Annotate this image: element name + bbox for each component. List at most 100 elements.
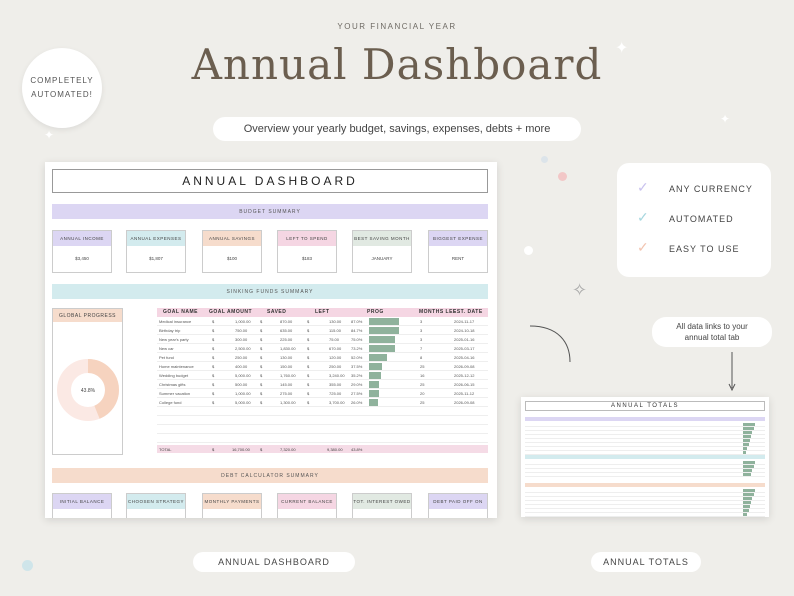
cell-goal: 300.00: [235, 337, 248, 342]
currency-symbol: $: [260, 364, 263, 369]
cell-goal: 1,000.00: [235, 319, 251, 324]
cell-date: 2024-10-18: [454, 328, 475, 333]
budget-card-value: $183: [301, 256, 312, 261]
totals-progress-bar: [743, 465, 754, 468]
table-row: [157, 407, 488, 416]
totals-progress-bar: [743, 447, 748, 450]
table-row: $ $ $ Summer vacation 1,000.00 275.00 725.00 27…: [157, 389, 488, 398]
cell-goal: 400.00: [235, 364, 248, 369]
cell-goal: 1,000.00: [235, 391, 251, 396]
totals-row: [525, 469, 765, 473]
sparkle-icon: ✦: [44, 128, 55, 142]
cell-pct: 84.7%: [351, 328, 363, 333]
cell-date: 2025-04-16: [454, 355, 475, 360]
progress-bar: [369, 399, 379, 406]
currency-symbol: $: [260, 319, 263, 324]
totals-row: [525, 447, 765, 451]
table-row: $ $ $ Pet fund 250.00 130.00 120.00 52.0% 8 2025-…: [157, 353, 488, 362]
cell-left: 725.00: [329, 391, 342, 396]
cell-date: 2025-11-12: [454, 391, 475, 396]
currency-symbol: $: [212, 346, 215, 351]
cell-left: 3,240.00: [329, 373, 345, 378]
budget-card: BIGGEST EXPENSE RENT: [428, 230, 488, 273]
debt-card-label: TOT. INTEREST OWED: [353, 494, 411, 509]
totals-row: [525, 461, 765, 465]
totals-section-header: [525, 483, 765, 487]
budget-card: BEST SAVING MONTH JANUARY: [352, 230, 412, 273]
table-total-row: TOTAL $ 16,700.00 $ 7,320.00 9,380.00 43…: [157, 445, 488, 453]
budget-card-value: $100: [226, 256, 237, 261]
totals-progress-bar: [743, 435, 752, 438]
cell-goal: 5,000.00: [235, 400, 251, 405]
cell-date: 2026-09-08: [454, 400, 475, 405]
totals-row: [525, 451, 765, 455]
sinking-funds-band: SINKING FUNDS SUMMARY: [52, 284, 488, 299]
budget-card-label: LEFT TO SPEND: [278, 231, 336, 246]
cell-left: 75.00: [329, 337, 340, 342]
cell-name: Pet fund: [159, 355, 174, 360]
cell-date: 2024-11-17: [454, 319, 475, 324]
cell-name: Medical insurance: [159, 319, 192, 324]
global-progress-label: GLOBAL PROGRESS: [53, 309, 122, 322]
totals-title: ANNUAL TOTALS: [525, 401, 765, 411]
cell-months: 8: [420, 355, 423, 360]
features-card: ✓ ANY CURRENCY ✓ AUTOMATED ✓ EASY TO USE: [617, 163, 771, 277]
cell-months: 20: [420, 391, 425, 396]
totals-progress-bar: [743, 505, 750, 508]
totals-row: [525, 501, 765, 505]
cell-saved: 870.00: [280, 319, 293, 324]
sparkle-icon: ✧: [572, 280, 588, 300]
table-row: $ $ $ Christmas gifts 500.00 145.00 355.00 29.0…: [157, 380, 488, 389]
total-saved: 7,320.00: [280, 447, 296, 452]
budget-card-value: RENT: [451, 256, 465, 261]
table-header: GOAL NAME GOAL AMOUNT SAVED LEFT PROG MONTHS …: [157, 308, 488, 317]
totals-row: [525, 431, 765, 435]
progress-bar: [369, 336, 396, 343]
totals-progress-bar: [743, 501, 752, 504]
currency-symbol: $: [260, 346, 263, 351]
donut-percent: 43.8%: [81, 388, 96, 394]
check-icon: ✓: [637, 209, 649, 225]
table-row: $ $ $ Home maintenance 400.00 150.00 250.00 37.…: [157, 362, 488, 371]
donut-arc: [57, 359, 119, 421]
currency-symbol: $: [307, 400, 310, 405]
sparkle-icon: ✦: [720, 112, 731, 126]
totals-row: [525, 513, 765, 517]
totals-progress-bar: [743, 439, 750, 442]
currency-symbol: $: [307, 355, 310, 360]
totals-progress-bar: [743, 469, 753, 472]
totals-progress-bar: [743, 497, 753, 500]
dashboard-title: ANNUAL DASHBOARD: [52, 169, 488, 193]
cell-months: 3: [420, 319, 423, 324]
cell-saved: 635.00: [280, 328, 293, 333]
cell-goal: 2,500.00: [235, 346, 251, 351]
table-row: $ $ $ College fund 5,000.00 1,300.00 3,700.00 2…: [157, 398, 488, 407]
totals-row: [525, 473, 765, 477]
cell-name: New car: [159, 346, 174, 351]
progress-donut: 43.8%: [57, 359, 119, 421]
annual-totals-preview: ANNUAL TOTALS: [521, 397, 769, 517]
budget-card-label: BEST SAVING MONTH: [353, 231, 411, 246]
totals-row: [525, 427, 765, 431]
currency-symbol: $: [260, 391, 263, 396]
currency-symbol: $: [260, 382, 263, 387]
debt-card: TOT. INTEREST OWED: [352, 493, 412, 518]
currency-symbol: $: [307, 382, 310, 387]
totals-section-header: [525, 417, 765, 421]
cell-goal: 500.00: [235, 382, 248, 387]
feature-item: AUTOMATED: [669, 214, 734, 224]
cell-pct: 73.2%: [351, 346, 363, 351]
currency-symbol: $: [260, 447, 263, 452]
progress-bar: [369, 381, 380, 388]
budget-card-label: ANNUAL EXPENSES: [127, 231, 185, 246]
cell-months: 3: [420, 337, 423, 342]
cell-saved: 150.00: [280, 364, 293, 369]
progress-bar: [369, 372, 382, 379]
debt-card: CURRENT BALANCE: [277, 493, 337, 518]
cell-saved: 1,760.00: [280, 373, 296, 378]
table-row: [157, 416, 488, 425]
currency-symbol: $: [307, 319, 310, 324]
arrow-down-icon: [728, 352, 736, 392]
table-row: $ $ $ Medical insurance 1,000.00 870.00 130.00…: [157, 317, 488, 326]
currency-symbol: $: [212, 355, 215, 360]
